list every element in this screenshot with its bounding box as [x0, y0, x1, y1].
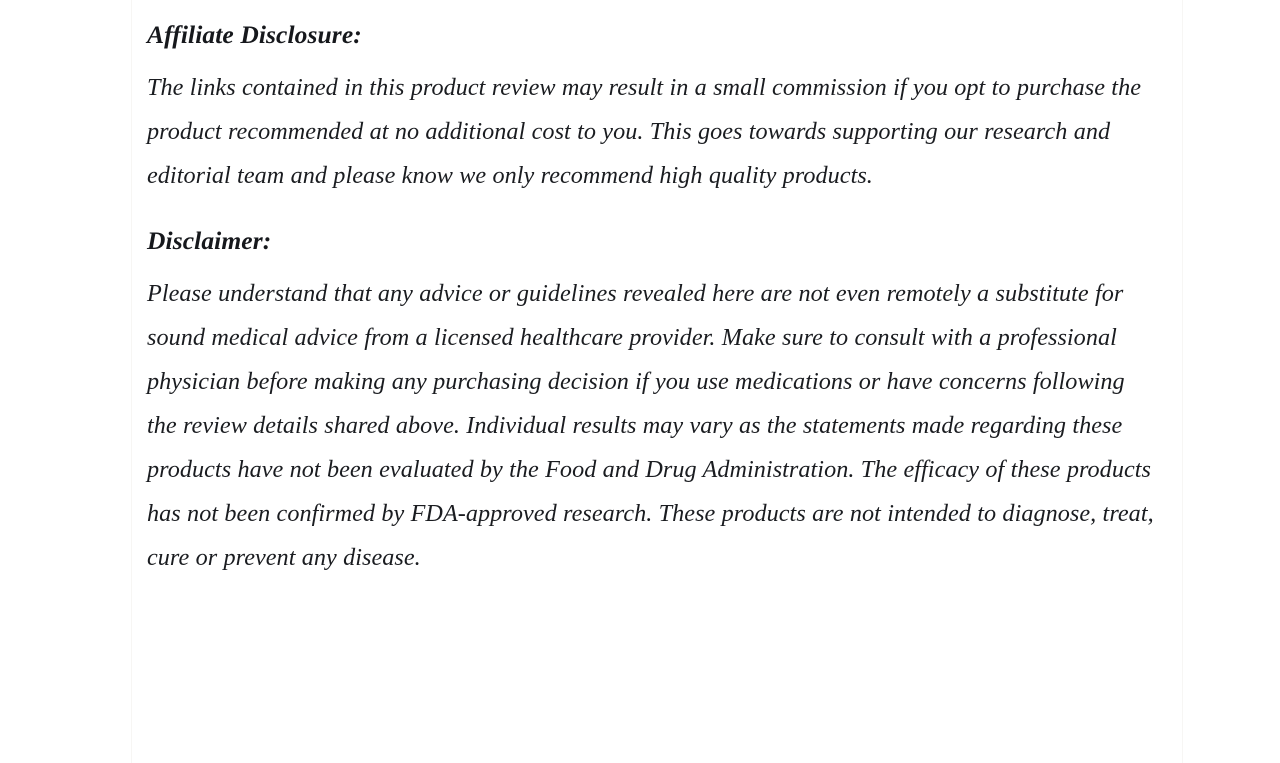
- disclaimer-section: Disclaimer: Please understand that any a…: [147, 224, 1154, 580]
- affiliate-disclosure-paragraph: The links contained in this product revi…: [147, 74, 1142, 189]
- disclaimer-heading: Disclaimer:: [147, 226, 272, 255]
- affiliate-disclosure-section: Affiliate Disclosure: The links containe…: [147, 0, 1152, 198]
- article-content: Affiliate Disclosure: The links containe…: [132, 0, 1182, 580]
- article-container: Affiliate Disclosure: The links containe…: [131, 0, 1183, 763]
- disclaimer-paragraph: Please understand that any advice or gui…: [147, 280, 1154, 571]
- affiliate-disclosure-heading: Affiliate Disclosure:: [147, 20, 362, 49]
